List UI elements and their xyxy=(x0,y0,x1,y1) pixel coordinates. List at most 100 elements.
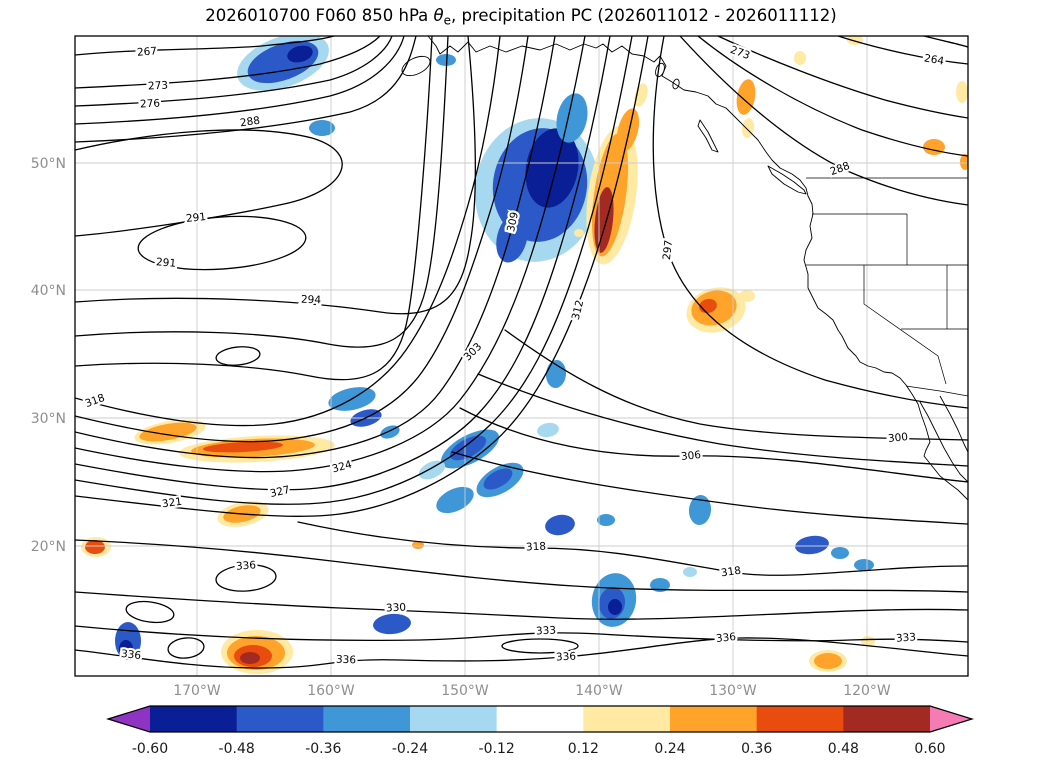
colorbar: -0.60 -0.48 -0.36 -0.24 -0.12 0.12 0.24 0.36 0.4… xyxy=(105,705,975,757)
colorbar-segment xyxy=(670,706,758,732)
colorbar-tick-label: -0.24 xyxy=(392,741,428,757)
y-tick-label: 20°N xyxy=(31,539,66,555)
shaded-region xyxy=(287,45,313,63)
shaded-region xyxy=(496,213,528,263)
shaded-region xyxy=(814,653,842,669)
shaded-region xyxy=(597,514,615,526)
shaded-region xyxy=(688,495,712,525)
colorbar-tick-label: 0.12 xyxy=(568,741,599,757)
contour-line xyxy=(75,36,476,315)
contour-label: 333 xyxy=(536,624,557,637)
contour-line xyxy=(451,451,968,525)
contour-label: 276 xyxy=(140,97,161,110)
contour-label: 336 xyxy=(556,650,577,663)
colorbar-over-arrow xyxy=(930,706,972,732)
colorbar-tick-label: 0.36 xyxy=(741,741,772,757)
island-coastline xyxy=(672,78,680,90)
island-coastline xyxy=(655,62,665,78)
shaded-region xyxy=(85,540,105,554)
colorbar-tick-label: -0.48 xyxy=(219,741,255,757)
shaded-region xyxy=(650,578,670,592)
contour-line xyxy=(125,600,175,624)
shaded-region xyxy=(923,139,945,155)
y-tick-label: 30°N xyxy=(31,411,66,427)
shaded-region xyxy=(537,422,559,438)
contour-label: 294 xyxy=(301,294,322,307)
contour-line xyxy=(215,564,277,592)
shaded-region xyxy=(412,541,424,549)
contour-layer xyxy=(75,36,968,669)
grid-layer xyxy=(75,36,968,676)
contour-line xyxy=(215,346,261,366)
contour-line xyxy=(297,521,968,576)
contour-label: 291 xyxy=(185,211,206,225)
contour-line xyxy=(75,36,393,107)
title-prefix: 2026010700 F060 850 hPa xyxy=(205,6,433,25)
coastline-layer xyxy=(401,36,968,501)
contour-line xyxy=(75,36,417,143)
title-theta-sub: e xyxy=(444,14,451,28)
contour-line xyxy=(75,36,633,505)
contour-label: 318 xyxy=(526,540,547,553)
colorbar-segment xyxy=(323,706,411,732)
contour-line xyxy=(717,36,968,119)
contour-line xyxy=(75,36,405,125)
colorbar-segment xyxy=(236,706,324,732)
colorbar-segment xyxy=(583,706,671,732)
shaded-region xyxy=(483,468,513,490)
contour-line xyxy=(504,329,968,441)
contour-line xyxy=(75,36,433,381)
contour-label: 333 xyxy=(896,631,917,644)
shaded-region xyxy=(240,652,260,664)
shaded-region xyxy=(795,535,829,555)
colorbar-segment xyxy=(150,706,238,732)
contour-line xyxy=(75,36,611,491)
shaded-region xyxy=(309,120,335,136)
figure-title: 2026010700 F060 850 hPa θe, precipitatio… xyxy=(205,6,836,28)
contour-label: 336 xyxy=(336,654,357,667)
contour-line xyxy=(137,215,307,271)
y-tick-label: 50°N xyxy=(31,156,66,172)
contour-label: 267 xyxy=(137,45,158,58)
contour-line xyxy=(652,36,968,409)
coastline xyxy=(697,119,719,153)
colorbar-tick-label: -0.12 xyxy=(479,741,515,757)
shaded-region xyxy=(960,154,968,170)
contour-label: 336 xyxy=(715,631,737,645)
contour-line xyxy=(501,638,579,654)
contour-label: 330 xyxy=(386,601,407,614)
contour-label: 300 xyxy=(887,431,908,445)
contour-label: 318 xyxy=(720,565,742,580)
coastline xyxy=(767,165,807,195)
contour-line xyxy=(923,36,968,48)
contour-line xyxy=(697,36,968,157)
contour-line xyxy=(75,36,586,473)
x-tick-label: 120°W xyxy=(843,683,891,699)
contour-line xyxy=(75,591,968,620)
shaded-region xyxy=(436,54,456,66)
colorbar-segment xyxy=(756,706,844,732)
colorbar-tick-label: -0.36 xyxy=(305,741,341,757)
colorbar-tick-label: 0.24 xyxy=(654,741,685,757)
contour-line xyxy=(75,36,381,89)
shaded-region xyxy=(956,81,968,103)
shaded-region xyxy=(861,636,875,646)
coastline xyxy=(919,401,968,483)
shaded-region xyxy=(794,51,806,65)
frame-layer xyxy=(74,35,969,677)
colorbar-under-arrow xyxy=(108,706,150,732)
title-theta: θ xyxy=(434,6,444,25)
contour-line xyxy=(477,373,968,467)
island-coastline xyxy=(401,55,431,77)
contour-label: 306 xyxy=(680,449,702,463)
contour-line xyxy=(75,36,335,56)
border-layer xyxy=(806,177,968,397)
colorbar-tick-label: 0.60 xyxy=(914,741,945,757)
title-suffix: , precipitation PC (2026011012 - 2026011… xyxy=(451,6,837,25)
colorbar-segment xyxy=(410,706,498,732)
contour-line xyxy=(75,36,649,517)
colorbar-segment xyxy=(496,706,584,732)
state-border xyxy=(905,385,968,397)
colorbar-outline xyxy=(105,705,975,733)
